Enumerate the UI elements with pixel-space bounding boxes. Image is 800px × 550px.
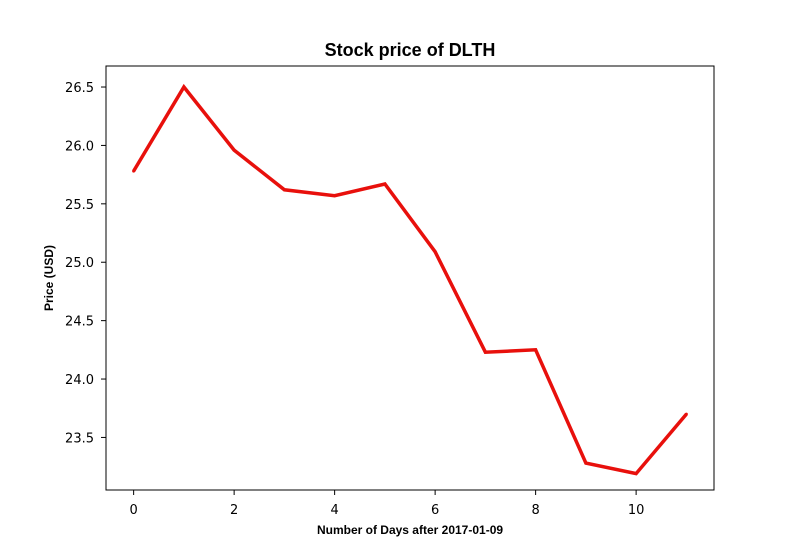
y-tick-label: 24.5 xyxy=(65,315,94,330)
data-point xyxy=(182,85,186,89)
y-axis-label: Price (USD) xyxy=(42,245,56,311)
data-point xyxy=(684,412,688,416)
data-point xyxy=(383,182,387,186)
data-points xyxy=(132,85,688,476)
data-point xyxy=(483,350,487,354)
y-tick-label: 24.0 xyxy=(65,373,94,388)
x-tick-label: 10 xyxy=(628,503,645,518)
x-tick-label: 0 xyxy=(129,503,137,518)
data-point xyxy=(282,188,286,192)
x-tick-label: 2 xyxy=(230,503,238,518)
data-point xyxy=(132,169,136,173)
price-series-line xyxy=(132,83,688,476)
data-point xyxy=(634,472,638,476)
x-axis: 0 2 4 6 8 10 xyxy=(129,490,644,518)
data-point xyxy=(333,194,337,198)
data-point xyxy=(584,461,588,465)
chart-title: Stock price of DLTH xyxy=(325,40,496,60)
y-tick-label: 26.0 xyxy=(65,139,94,154)
x-tick-label: 6 xyxy=(431,503,439,518)
data-point xyxy=(433,250,437,254)
x-axis-label: Number of Days after 2017-01-09 xyxy=(317,523,503,537)
y-tick-label: 25.5 xyxy=(65,198,94,213)
x-tick-label: 4 xyxy=(330,503,338,518)
y-axis: 23.5 24.0 24.5 25.0 25.5 26.0 26.5 xyxy=(65,81,106,446)
plot-area xyxy=(105,65,715,491)
x-tick-label: 8 xyxy=(531,503,539,518)
data-point xyxy=(534,348,538,352)
data-point xyxy=(232,148,236,152)
y-tick-label: 23.5 xyxy=(65,431,94,446)
y-tick-label: 25.0 xyxy=(65,256,94,271)
y-tick-label: 26.5 xyxy=(65,81,94,96)
